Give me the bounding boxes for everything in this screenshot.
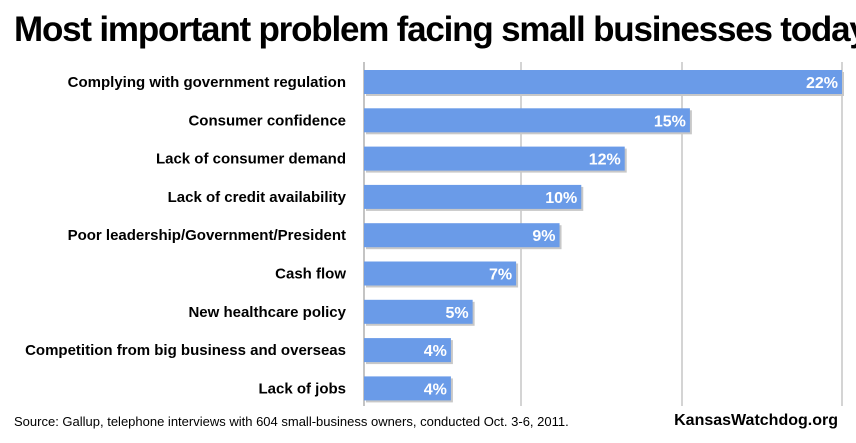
data-label: 7% (489, 267, 512, 284)
category-label: Poor leadership/Government/President (68, 227, 346, 244)
bar (364, 146, 625, 171)
credit-text: KansasWatchdog.org (674, 412, 838, 429)
chart-title: Most important problem facing small busi… (14, 10, 856, 49)
source-note: Source: Gallup, telephone interviews wit… (14, 414, 569, 429)
category-label: Lack of consumer demand (156, 151, 346, 168)
bar (364, 70, 842, 94)
data-label: 12% (589, 152, 621, 169)
category-label: Lack of credit availability (168, 189, 347, 206)
bar (364, 338, 451, 363)
data-label: 4% (424, 343, 447, 360)
bar-chart: Complying with government regulation 22% C… (25, 62, 844, 406)
bar (364, 261, 517, 286)
data-label: 10% (545, 190, 577, 207)
category-label: New healthcare policy (188, 304, 346, 321)
data-label: 5% (446, 305, 469, 322)
data-label: 4% (424, 381, 447, 398)
bars: Complying with government regulation 22% C… (25, 70, 844, 403)
data-label: 9% (532, 228, 555, 245)
bar (364, 184, 582, 209)
bar (364, 108, 690, 133)
bar (364, 223, 560, 248)
category-label: Cash flow (275, 266, 346, 283)
bar (364, 299, 473, 324)
category-label: Consumer confidence (188, 112, 346, 129)
category-label: Competition from big business and overse… (25, 342, 346, 359)
data-label: 22% (806, 75, 838, 92)
category-label: Complying with government regulation (68, 74, 346, 91)
bar (364, 376, 451, 401)
category-label: Lack of jobs (258, 380, 346, 397)
data-label: 15% (654, 113, 686, 130)
